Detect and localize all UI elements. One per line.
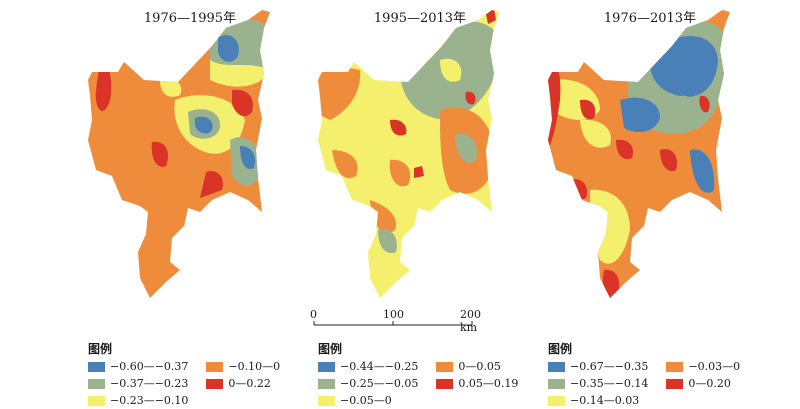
legend-item: 0.05—0.19 <box>436 377 518 390</box>
zone-red <box>699 95 710 113</box>
legend-swatch <box>206 378 224 389</box>
legend-swatch <box>666 361 684 372</box>
zone-red <box>151 141 169 167</box>
map-panel-1976-2013: 1976—2013年 图例 −0.67—−0.35 −0.03—0 −0.35—−0… <box>520 0 780 409</box>
legend-label: −0.23—−0.10 <box>110 394 189 407</box>
zone-red <box>465 91 476 105</box>
legend-label: −0.03—0 <box>688 360 741 373</box>
map-panel-1995-2013: 1995—2013年 图例 −0.44—−0.25 0—0.05 −0.25—−0.… <box>290 0 550 409</box>
legend-swatch <box>548 395 565 406</box>
legend-label: −0.60—−0.37 <box>110 360 189 373</box>
scale-bar: 0 100 200 km <box>310 308 500 334</box>
legend-label: 0—0.20 <box>688 377 731 390</box>
zone-yellow <box>580 119 611 148</box>
zone-red <box>232 89 253 117</box>
legend-title: 图例 <box>318 342 343 356</box>
zone-yellow <box>160 78 182 97</box>
zone-red <box>660 149 678 172</box>
zone-blue <box>240 146 256 170</box>
legend-swatch <box>88 378 105 389</box>
legend-item: 0—0.05 <box>436 360 518 373</box>
zone-blue <box>218 35 239 62</box>
legend-item: −0.35—−0.14 <box>548 377 648 390</box>
legend-item: −0.25—−0.05 <box>318 377 418 390</box>
legend-item: −0.14—0.03 <box>548 394 648 407</box>
panel-title: 1976—1995年 <box>143 11 237 26</box>
legend-swatch <box>318 378 335 389</box>
legend-swatch <box>548 378 565 389</box>
legend-item: −0.37—−0.23 <box>88 377 188 390</box>
legend-label: −0.25—−0.05 <box>340 377 419 390</box>
legend-swatch <box>318 395 335 406</box>
zone-red <box>580 99 596 120</box>
legend-label: −0.10—0 <box>228 360 281 373</box>
legend: 图例 −0.67—−0.35 −0.03—0 −0.35—−0.14 0—0.20 −0… <box>548 340 740 407</box>
legend-item: −0.67—−0.35 <box>548 360 648 373</box>
legend-items: −0.67—−0.35 −0.03—0 −0.35—−0.14 0—0.20 −0.14… <box>548 360 740 407</box>
legend: 图例 −0.60—−0.37 −0.10—0 −0.37—−0.23 0—0.22 −0… <box>88 340 280 407</box>
zone-green <box>378 229 397 254</box>
zone-blue <box>620 97 660 133</box>
legend-swatch <box>666 378 684 389</box>
legend-label: 0—0.22 <box>228 377 271 390</box>
scale-label-200: 200 km <box>460 308 481 334</box>
legend-item: −0.60—−0.37 <box>88 360 188 373</box>
zone-red <box>616 139 634 160</box>
zone-red <box>486 10 496 24</box>
legend-item: −0.03—0 <box>666 360 740 373</box>
zone-blue <box>195 116 213 134</box>
map-panel-1976-1995: 1976—1995年 图例 −0.60—−0.37 −0.10—0 −0.37—−0… <box>60 0 320 409</box>
zone-red <box>95 59 112 111</box>
legend-label: −0.05—0 <box>340 394 392 407</box>
zone-red <box>390 119 407 136</box>
legend-label: −0.67—−0.35 <box>570 360 649 373</box>
panel-title: 1976—2013年 <box>603 11 697 26</box>
legend-label: 0.05—0.19 <box>458 377 519 390</box>
zone-red <box>200 170 223 198</box>
zone-green <box>680 95 698 122</box>
legend-title: 图例 <box>548 342 573 356</box>
legend-label: 0—0.05 <box>458 360 501 373</box>
zone-blue <box>690 149 715 193</box>
legend-swatch <box>436 361 454 372</box>
legend-swatch <box>88 395 105 406</box>
zone-orange <box>332 150 358 179</box>
legend-swatch <box>548 361 565 372</box>
legend-title: 图例 <box>88 342 113 356</box>
choropleth-map <box>548 10 730 298</box>
legend-item: −0.05—0 <box>318 394 418 407</box>
legend-label: −0.35—−0.14 <box>570 377 649 390</box>
legend-swatch <box>436 378 454 389</box>
legend-swatch <box>318 361 335 372</box>
zone-orange <box>318 60 361 120</box>
choropleth-map <box>318 10 500 298</box>
legend-item: 0—0.22 <box>206 377 280 390</box>
zone-yellow <box>440 58 462 82</box>
scale-bar-line <box>313 321 473 326</box>
zone-green <box>455 133 477 163</box>
legend: 图例 −0.44—−0.25 0—0.05 −0.25—−0.05 0.05—0.19… <box>318 340 518 407</box>
legend-label: −0.37—−0.23 <box>110 377 189 390</box>
legend-item: 0—0.20 <box>666 377 740 390</box>
zone-orange <box>389 159 411 187</box>
scale-label-100: 100 <box>383 308 404 321</box>
choropleth-map <box>88 10 270 298</box>
legend-label: −0.44—−0.25 <box>340 360 419 373</box>
zone-red <box>414 166 424 178</box>
legend-swatch <box>206 361 224 372</box>
legend-item: −0.10—0 <box>206 360 280 373</box>
scale-label-0: 0 <box>310 308 317 321</box>
legend-items: −0.44—−0.25 0—0.05 −0.25—−0.05 0.05—0.19 −0.… <box>318 360 518 407</box>
legend-items: −0.60—−0.37 −0.10—0 −0.37—−0.23 0—0.22 −0.23… <box>88 360 280 407</box>
legend-swatch <box>88 361 105 372</box>
legend-item: −0.23—−0.10 <box>88 394 188 407</box>
legend-item: −0.44—−0.25 <box>318 360 418 373</box>
legend-label: −0.14—0.03 <box>570 394 640 407</box>
panel-title: 1995—2013年 <box>373 11 467 26</box>
